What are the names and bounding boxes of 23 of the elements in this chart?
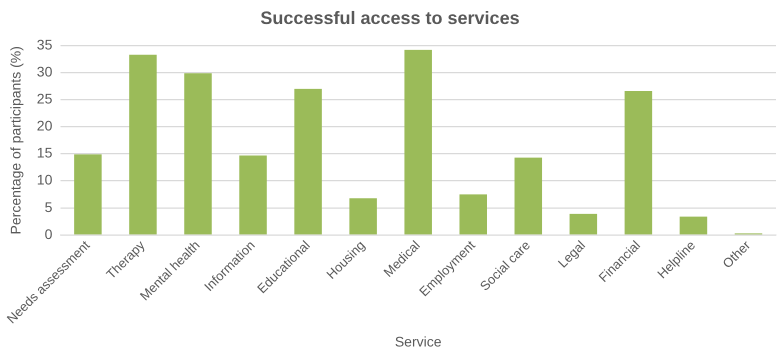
bar	[184, 73, 212, 234]
y-tick-label: 30	[36, 64, 53, 80]
y-tick-label: 5	[44, 198, 53, 215]
bar	[349, 198, 377, 234]
bar	[404, 50, 432, 234]
y-tick-label: 20	[36, 118, 53, 134]
y-tick-label: 10	[36, 172, 53, 188]
bar	[570, 214, 598, 234]
chart-title: Successful access to services	[260, 8, 520, 28]
bar	[129, 54, 157, 234]
bar	[239, 155, 267, 234]
y-tick-label: 25	[36, 90, 53, 107]
y-axis-title: Percentage of participants (%)	[7, 46, 24, 234]
y-tick-label: 0	[44, 226, 53, 242]
y-tick-label: 15	[36, 144, 53, 161]
bar	[680, 216, 708, 234]
bar	[74, 154, 102, 234]
bar	[514, 158, 542, 234]
y-tick-label: 35	[36, 36, 53, 52]
x-axis-title: Service	[394, 333, 442, 350]
bar	[459, 194, 487, 234]
bar	[294, 88, 322, 234]
bar	[624, 91, 652, 234]
